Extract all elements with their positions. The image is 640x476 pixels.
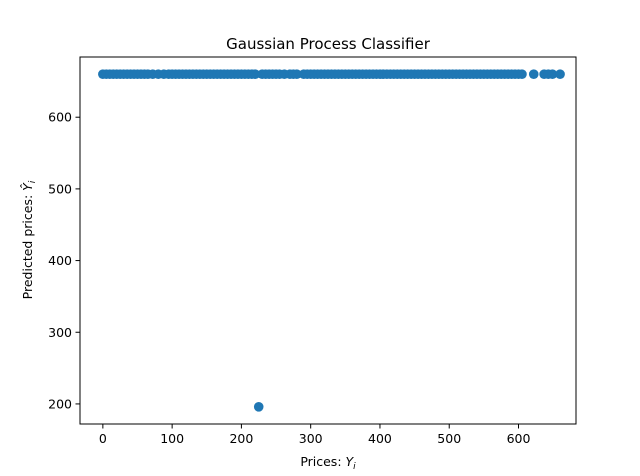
x-tick-label: 200 [229, 431, 253, 446]
x-tick-label: 500 [437, 431, 461, 446]
x-tick-label: 300 [299, 431, 323, 446]
x-tick-label: 0 [99, 431, 107, 446]
data-point [250, 69, 261, 79]
chart-title: Gaussian Process Classifier [226, 35, 431, 53]
x-axis-ticks: 0 100 200 300 400 500 600 [99, 424, 531, 446]
data-point [253, 402, 264, 412]
data-point [517, 69, 527, 79]
y-tick-label: 500 [48, 181, 72, 196]
y-tick-label: 400 [48, 253, 72, 268]
y-axis-label: Predicted prices: Ŷi [20, 180, 38, 299]
data-points [98, 69, 565, 412]
y-tick-label: 200 [48, 396, 72, 411]
data-point [528, 69, 539, 79]
data-point [555, 69, 565, 79]
y-tick-label: 600 [48, 110, 72, 125]
data-point [547, 69, 558, 79]
x-tick-label: 100 [160, 431, 184, 446]
y-tick-label: 300 [48, 325, 72, 340]
x-tick-label: 400 [368, 431, 392, 446]
x-tick-label: 600 [507, 431, 531, 446]
y-axis-ticks: 200 300 400 500 600 [48, 110, 80, 411]
data-point [292, 69, 302, 79]
plot-frame [79, 56, 577, 425]
x-axis-label: Prices: Yi [300, 454, 356, 472]
